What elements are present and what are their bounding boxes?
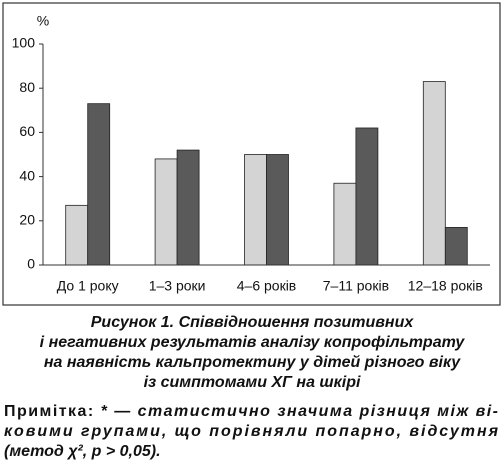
- note-text: * — статистично значима різниця між ві-: [101, 403, 498, 420]
- y-tick-label: 40: [19, 167, 35, 183]
- note-line: Примітка: * — статистично значима різниц…: [4, 403, 498, 420]
- x-tick-label: 4–6 років: [237, 278, 297, 294]
- chart-frame: [2, 2, 501, 306]
- y-tick-label: 20: [19, 212, 35, 228]
- bar: [266, 154, 289, 266]
- note-line: ковими групами, що порівняли попарно, ві…: [4, 423, 499, 440]
- note-label: Примітка:: [4, 403, 93, 420]
- y-tick-label: 80: [19, 79, 35, 95]
- y-tick-label: 0: [27, 256, 35, 272]
- caption-line: і негативних результатів аналізу копрофі…: [40, 334, 466, 351]
- x-tick-label: 12–18 років: [408, 278, 483, 294]
- y-unit-label: %: [37, 13, 49, 29]
- bar: [333, 182, 357, 266]
- bar: [444, 227, 468, 266]
- bar: [244, 154, 267, 266]
- bar: [355, 127, 379, 266]
- caption-line: Рисунок 1. Співвідношення позитивних: [91, 314, 415, 331]
- caption-line: із симптомами ХГ на шкірі: [144, 374, 361, 391]
- note-line: (метод χ², p > 0,05).: [4, 443, 161, 460]
- bar: [65, 204, 89, 266]
- bar: [87, 103, 111, 266]
- y-tick-label: 60: [19, 123, 35, 139]
- y-tick-label: 100: [12, 35, 36, 51]
- bar: [176, 149, 200, 266]
- bar: [154, 158, 178, 266]
- x-tick-label: 1–3 роки: [149, 278, 206, 294]
- bar: [422, 81, 446, 266]
- x-tick-label: 7–11 років: [323, 278, 389, 294]
- caption-line: на наявність кальпротектину у дітей різн…: [44, 354, 461, 371]
- x-tick-label: До 1 року: [57, 278, 119, 294]
